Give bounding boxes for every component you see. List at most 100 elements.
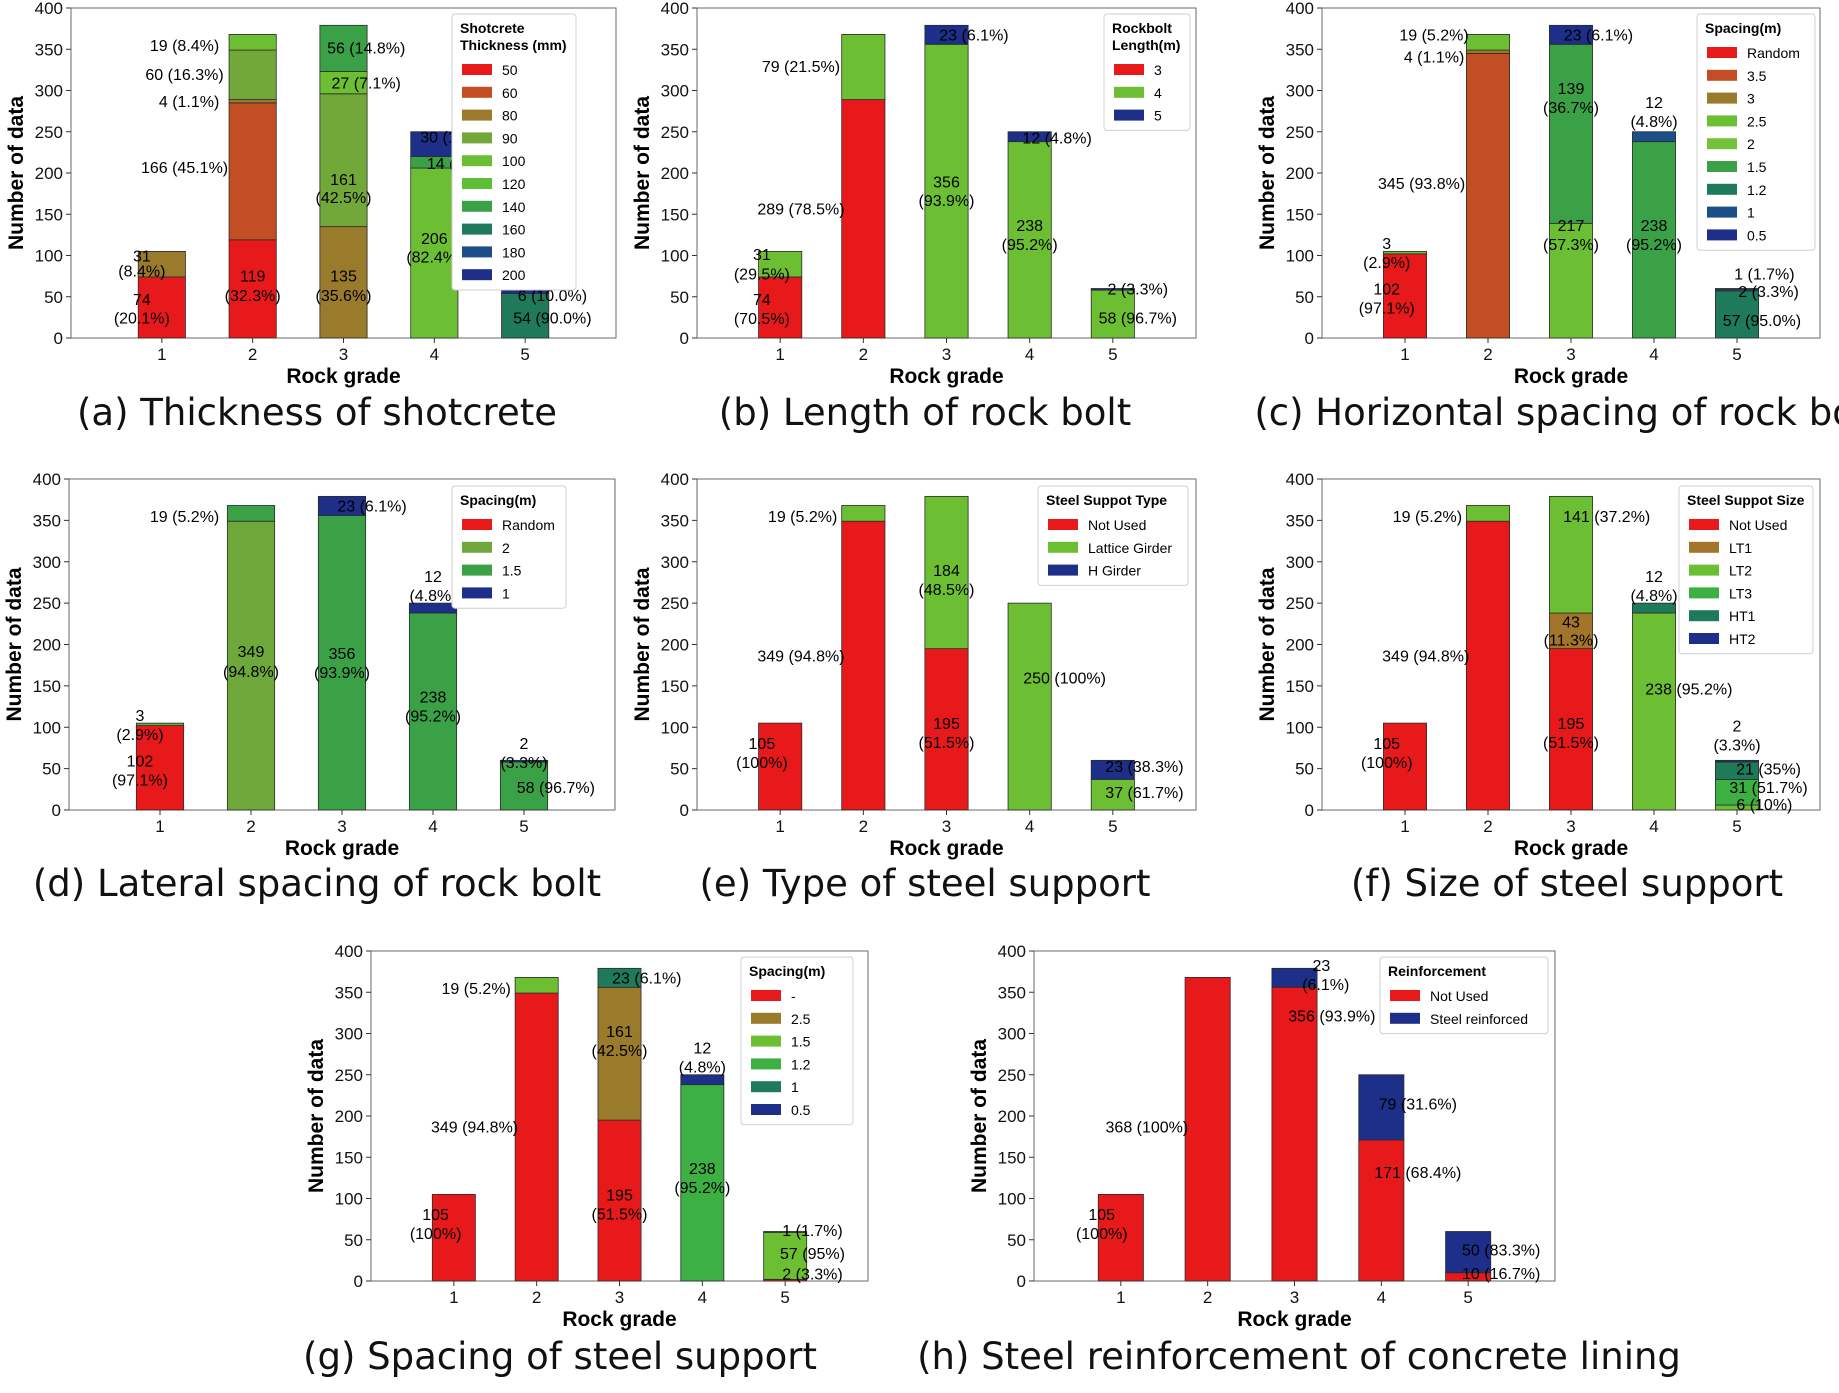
x-tick-label: 2 (532, 1288, 541, 1307)
bar-segment (1097, 1193, 1144, 1282)
legend-swatch (1048, 564, 1078, 576)
y-tick-label: 0 (54, 329, 63, 348)
panel-caption: (e) Type of steel support (700, 862, 1151, 905)
x-tick-label: 4 (1025, 345, 1034, 364)
x-tick-label: 4 (1649, 817, 1658, 836)
data-label: (3.3%) (1713, 738, 1760, 755)
x-tick-label: 2 (1483, 345, 1492, 364)
bar-segment (228, 102, 277, 241)
data-label: 161 (606, 1024, 633, 1041)
y-tick-label: 150 (335, 1148, 363, 1167)
legend-swatch (1707, 115, 1737, 127)
data-label: 23 (6.1%) (337, 498, 406, 515)
legend-entry: 1.2 (1747, 182, 1767, 198)
data-label: (42.5%) (591, 1043, 647, 1060)
data-label: 105 (1088, 1207, 1115, 1224)
bar-segment (228, 239, 277, 339)
data-label: 37 (61.7%) (1105, 785, 1183, 802)
legend-entry: 140 (502, 199, 526, 215)
data-label: 2 (520, 736, 529, 753)
y-tick-label: 100 (661, 247, 689, 266)
y-tick-label: 250 (335, 1066, 363, 1085)
data-label: 105 (1373, 736, 1400, 753)
bar-segment (841, 99, 886, 339)
legend-entry: 5 (1154, 108, 1162, 124)
legend-entry: 80 (502, 108, 518, 124)
data-label: 119 (240, 268, 266, 285)
data-label: 195 (933, 716, 960, 733)
legend-title: Shotcrete (460, 20, 525, 36)
x-tick-label: 1 (1400, 817, 1409, 836)
data-label: (70.5%) (734, 311, 790, 328)
y-tick-label: 200 (661, 164, 689, 183)
data-label: (36.7%) (1543, 100, 1599, 117)
data-label: 2 (3.3%) (1738, 284, 1798, 301)
y-tick-label: 350 (1286, 40, 1314, 59)
legend-entry: 2 (1747, 136, 1755, 152)
data-label: 238 (95.2%) (1645, 681, 1732, 698)
data-label: 50 (83.3%) (1462, 1243, 1540, 1260)
data-label: (4.8%) (1630, 114, 1677, 131)
data-label: 102 (1373, 282, 1400, 299)
data-label: (51.5%) (591, 1206, 647, 1223)
legend-entry: 1.2 (791, 1056, 811, 1072)
data-label: 12 (4.8%) (1022, 131, 1091, 148)
legend-entry: 160 (502, 222, 526, 238)
legend-title: Spacing(m) (460, 492, 536, 508)
legend-entry: 1.5 (502, 563, 522, 579)
legend: Steel Suppot Type Not Used Lattice Girder H… (1037, 485, 1189, 586)
legend-swatch (1707, 229, 1737, 241)
bar-segment (1466, 34, 1510, 51)
legend-swatch (1048, 541, 1078, 553)
legend-entry: Not Used (1088, 517, 1146, 533)
data-label: 356 (329, 646, 356, 663)
data-label: 166 (45.1%) (141, 160, 228, 177)
y-tick-label: 400 (35, 0, 63, 18)
bar-segment (408, 612, 458, 811)
bar-segment (1007, 131, 1052, 143)
bar-segment (1549, 648, 1593, 811)
legend-swatch (1707, 138, 1737, 150)
data-label: (29.5%) (734, 267, 790, 284)
legend-swatch (1048, 519, 1078, 530)
data-label: 31 (51.7%) (1729, 780, 1807, 797)
x-tick-label: 5 (519, 817, 528, 836)
y-axis-label: Number of data (968, 1039, 991, 1193)
data-label: 135 (330, 268, 357, 285)
bar-segment (1358, 1139, 1405, 1282)
bar-segment (924, 495, 969, 650)
data-label: (97.1%) (112, 772, 168, 789)
data-label: 79 (21.5%) (762, 59, 840, 76)
data-label: 105 (749, 736, 776, 753)
y-tick-label: 350 (35, 40, 63, 59)
data-label: 356 (93.9%) (1288, 1008, 1375, 1025)
legend-swatch (1689, 587, 1719, 599)
y-tick-label: 0 (354, 1272, 363, 1291)
y-tick-label: 350 (335, 983, 363, 1002)
y-axis-label: Number of data (1256, 96, 1279, 250)
data-label: 238 (689, 1161, 716, 1178)
y-tick-label: 0 (1017, 1272, 1026, 1291)
bar-segment (410, 131, 459, 157)
data-label: (4.8%) (679, 1060, 726, 1077)
legend-swatch (1689, 541, 1719, 553)
y-tick-label: 50 (42, 760, 61, 779)
data-label: 139 (1558, 81, 1585, 98)
data-label: 250 (100%) (1023, 671, 1106, 688)
bar-segment (1007, 141, 1052, 339)
legend-entry: 3 (1154, 62, 1162, 78)
x-tick-label: 3 (1566, 817, 1575, 836)
data-label: 58 (96.7%) (1099, 310, 1177, 327)
legend-swatch (462, 132, 492, 144)
x-tick-label: 2 (248, 345, 257, 364)
bar-segment (1715, 778, 1759, 806)
y-tick-label: 250 (1286, 594, 1314, 613)
bar-segment (1383, 250, 1427, 255)
data-label: 54 (90.0%) (513, 310, 591, 327)
y-tick-label: 100 (661, 718, 689, 737)
y-tick-label: 400 (33, 470, 61, 489)
bar-segment (1632, 612, 1676, 811)
legend-entry: 2 (502, 540, 510, 556)
